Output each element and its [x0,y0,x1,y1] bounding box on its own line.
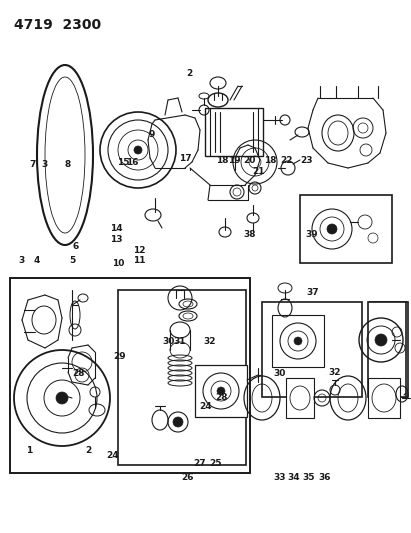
Text: 10: 10 [112,260,125,268]
Ellipse shape [173,417,183,427]
Bar [10,278,250,473]
Text: 19: 19 [228,157,240,165]
Text: 11: 11 [134,256,146,264]
Bar [300,195,392,263]
Bar [368,378,400,418]
Text: 23: 23 [300,157,312,165]
Text: 37: 37 [306,288,319,296]
Text: 22: 22 [281,157,293,165]
Bar [370,302,408,397]
Text: 18: 18 [217,157,229,165]
Text: 31: 31 [174,337,186,345]
Text: 8: 8 [65,160,71,168]
Text: 6: 6 [73,243,79,251]
Text: 4719  2300: 4719 2300 [14,18,101,32]
Ellipse shape [217,387,225,395]
Text: 4: 4 [34,256,40,264]
Text: 28: 28 [216,393,228,401]
Text: 27: 27 [193,459,206,468]
Text: 30: 30 [162,337,175,345]
Ellipse shape [375,334,387,346]
Text: 33: 33 [273,473,286,481]
Ellipse shape [134,146,142,154]
Text: 28: 28 [73,369,85,377]
Text: 24: 24 [107,451,119,460]
Bar [205,108,263,156]
Text: 12: 12 [134,246,146,255]
Text: 13: 13 [110,236,122,244]
Ellipse shape [327,224,337,234]
Ellipse shape [294,337,302,345]
Text: 29: 29 [113,352,125,360]
Text: 35: 35 [302,473,314,481]
Text: 36: 36 [319,473,331,481]
Bar [195,365,247,417]
Bar [262,302,362,397]
Text: 14: 14 [110,224,122,232]
Text: 3: 3 [18,256,25,264]
Text: 2: 2 [85,446,92,455]
Text: 7: 7 [30,160,36,168]
Text: 1: 1 [26,446,33,455]
Text: 17: 17 [179,155,191,163]
Bar [368,302,406,397]
Text: 26: 26 [181,473,193,481]
Text: 20: 20 [244,157,256,165]
Text: 34: 34 [288,473,300,481]
Text: 32: 32 [203,337,216,345]
Text: 21: 21 [252,167,264,176]
Bar [272,315,324,367]
Text: 2: 2 [186,69,192,78]
Text: 9: 9 [149,131,155,139]
Text: 32: 32 [329,368,341,376]
Text: 5: 5 [69,256,75,264]
Text: 25: 25 [210,459,222,468]
Text: 30: 30 [273,369,286,377]
Bar [286,378,314,418]
Text: 39: 39 [305,230,318,239]
Text: 15: 15 [117,158,129,167]
Text: 24: 24 [199,402,212,410]
Bar [118,290,246,465]
Text: 3: 3 [41,160,48,168]
Bar [370,302,405,397]
Text: 16: 16 [126,158,139,167]
Text: 18: 18 [264,157,277,165]
Ellipse shape [56,392,68,404]
Text: 38: 38 [244,230,256,239]
